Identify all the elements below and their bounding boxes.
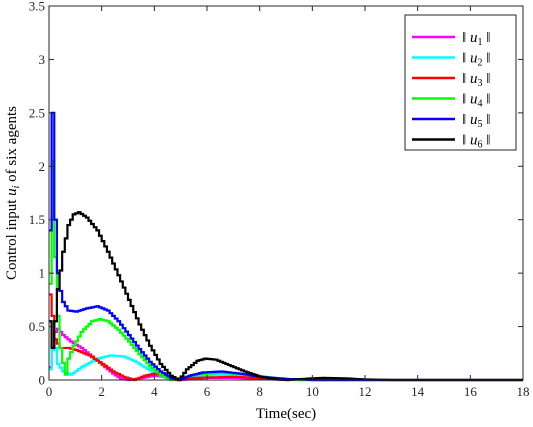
legend-label-u6: ‖ u6 ‖ bbox=[462, 133, 490, 151]
y-tick-label: 1 bbox=[39, 266, 46, 281]
y-axis-label: Control input ui of six agents bbox=[4, 106, 22, 280]
legend-label-u2: ‖ u2 ‖ bbox=[462, 51, 490, 69]
x-tick-label: 14 bbox=[411, 384, 425, 399]
x-tick-label: 4 bbox=[151, 384, 158, 399]
x-tick-label: 16 bbox=[464, 384, 478, 399]
legend: ‖ u1 ‖ ‖ u2 ‖ ‖ u3 ‖ ‖ u4 ‖ ‖ u5 ‖ ‖ u6 ‖ bbox=[404, 14, 517, 151]
tick-labels: 0 2 4 6 8 10 12 14 16 18 0 0.5 1 1.5 2 2.5 3 3.5 bbox=[29, 0, 530, 399]
legend-label-u3: ‖ u3 ‖ bbox=[462, 71, 490, 89]
y-tick-label: 1.5 bbox=[29, 212, 45, 227]
x-tick-label: 8 bbox=[256, 384, 263, 399]
y-tick-label: 3 bbox=[39, 52, 46, 67]
x-tick-label: 0 bbox=[46, 384, 53, 399]
legend-label-u5: ‖ u5 ‖ bbox=[462, 112, 490, 130]
legend-label-u4: ‖ u4 ‖ bbox=[462, 92, 490, 110]
x-tick-label: 6 bbox=[204, 384, 211, 399]
plot-frame bbox=[48, 5, 524, 381]
y-tick-label: 2.5 bbox=[29, 105, 45, 120]
legend-box bbox=[404, 14, 517, 151]
x-tick-label: 2 bbox=[98, 384, 105, 399]
x-tick-label: 10 bbox=[306, 384, 319, 399]
x-axis-label: Time(sec) bbox=[256, 406, 316, 422]
y-tick-label: 3.5 bbox=[29, 0, 45, 14]
y-tick-label: 0 bbox=[39, 373, 46, 388]
ticks-layer bbox=[48, 5, 524, 381]
x-tick-label: 12 bbox=[359, 384, 372, 399]
legend-label-u1: ‖ u1 ‖ bbox=[462, 30, 490, 48]
y-tick-label: 2 bbox=[39, 159, 46, 174]
y-tick-label: 0.5 bbox=[29, 319, 45, 334]
x-tick-label: 18 bbox=[517, 384, 530, 399]
